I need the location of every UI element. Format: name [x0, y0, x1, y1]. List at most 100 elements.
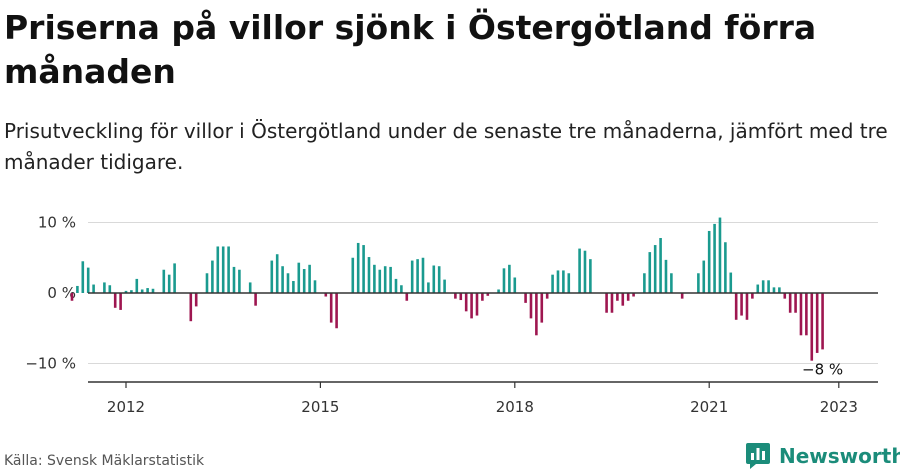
bar [254, 293, 257, 306]
bar [767, 280, 770, 293]
newsworthy-logo-icon [746, 443, 770, 469]
bar [103, 282, 106, 293]
bar [405, 293, 409, 301]
bar [724, 242, 727, 293]
bar [556, 270, 560, 293]
bar [621, 293, 625, 306]
bar [140, 289, 144, 293]
bar [486, 293, 490, 296]
bar [216, 246, 220, 293]
bar [356, 242, 360, 293]
bar [497, 289, 500, 293]
bar [146, 288, 149, 293]
bar [794, 293, 797, 313]
chart-subtitle: Prisutveckling för villor i Östergötland… [4, 119, 888, 174]
brand-logo[interactable]: Newsworthy [745, 442, 900, 470]
bar [416, 259, 419, 293]
bar [443, 279, 446, 293]
bar [707, 230, 711, 293]
bar [470, 293, 473, 319]
bar [308, 264, 311, 293]
bar [589, 259, 592, 293]
bar [270, 260, 274, 293]
bar [761, 280, 765, 293]
bar [772, 287, 776, 293]
brand-name: Newsworthy [779, 444, 900, 468]
bar [194, 293, 198, 307]
bar [189, 293, 193, 322]
bar [756, 284, 760, 293]
bar [729, 272, 733, 293]
bar [205, 273, 209, 293]
bar [545, 293, 549, 299]
bar [659, 238, 662, 293]
bar [697, 273, 700, 293]
bar [788, 293, 792, 313]
bar [740, 293, 743, 316]
bar [227, 246, 230, 293]
data-label: −8 % [802, 360, 843, 378]
bar [475, 293, 479, 316]
bar [567, 273, 571, 293]
bar [130, 290, 133, 293]
bar [389, 266, 392, 293]
bar [124, 290, 128, 293]
bar [670, 273, 673, 293]
bar [335, 293, 338, 329]
bar [221, 246, 225, 293]
bar [605, 293, 608, 313]
bar [551, 274, 554, 293]
bar [616, 293, 619, 301]
bar [805, 293, 808, 336]
bar [583, 250, 587, 293]
bar [70, 293, 74, 301]
bar [238, 269, 241, 293]
bar [286, 273, 290, 293]
x-tick-label: 2023 [820, 398, 858, 416]
source-note: Källa: Svensk Mäklarstatistik [4, 453, 205, 469]
bar [799, 293, 803, 336]
bar [113, 293, 117, 308]
bar [481, 293, 484, 301]
bar [778, 287, 781, 293]
bar [86, 267, 90, 293]
bar [648, 252, 652, 293]
bar [540, 293, 544, 323]
bar [502, 268, 506, 293]
x-tick-label: 2012 [107, 398, 145, 416]
bar [702, 260, 706, 293]
x-tick-label: 2021 [690, 398, 728, 416]
bar [275, 254, 279, 293]
bar [513, 277, 517, 293]
bar [211, 260, 214, 293]
bar [410, 260, 414, 293]
bar [680, 293, 684, 299]
bar [167, 274, 171, 293]
bar [329, 293, 333, 323]
bar [432, 265, 436, 293]
bar [653, 245, 657, 293]
bar [459, 293, 463, 301]
bar [535, 293, 538, 336]
bar [464, 293, 468, 312]
bar [810, 293, 814, 361]
bar [718, 217, 722, 293]
bar [632, 293, 635, 297]
bar [151, 288, 155, 293]
bar [751, 293, 754, 299]
bar [92, 284, 95, 293]
bar [292, 281, 295, 293]
bar [248, 282, 252, 293]
bar [281, 266, 284, 293]
bar [76, 285, 79, 293]
bar [81, 261, 85, 293]
bar [562, 270, 565, 293]
y-tick-label: −10 % [25, 355, 76, 373]
bar [821, 293, 824, 350]
bar [734, 293, 738, 320]
bar [508, 264, 511, 293]
bar [313, 280, 317, 293]
bar [745, 293, 749, 320]
bar [119, 293, 122, 310]
